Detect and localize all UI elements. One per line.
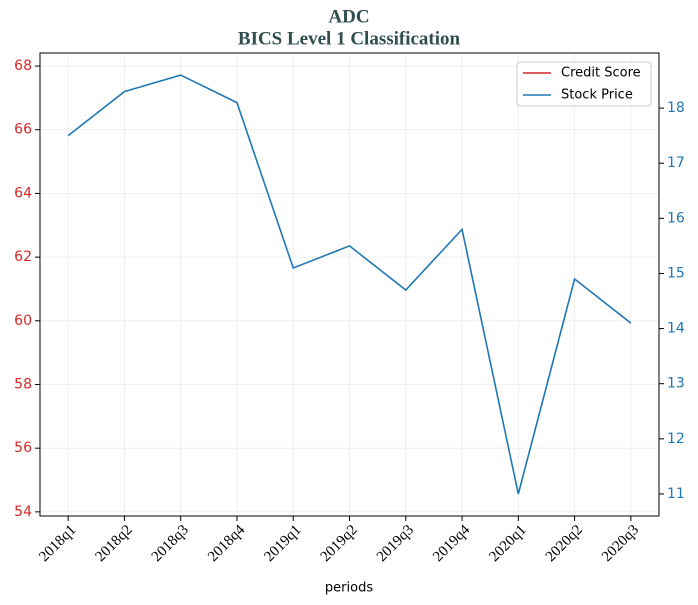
- y2-tick-label: 12: [667, 431, 685, 447]
- x-tick-label: 2018q2: [93, 522, 136, 565]
- legend-label: Credit Score: [561, 66, 641, 81]
- x-tick-label: 2020q2: [543, 522, 586, 565]
- chart-title: ADC: [328, 6, 369, 27]
- legend-label: Stock Price: [561, 88, 633, 103]
- y-tick-label: 62: [14, 249, 32, 265]
- y-tick-label: 56: [14, 440, 32, 456]
- plot-frame: [39, 52, 660, 517]
- x-tick-label: 2020q3: [599, 522, 642, 565]
- y-tick-label: 68: [14, 58, 32, 74]
- y2-tick-label: 18: [667, 100, 685, 116]
- x-tick-label: 2019q2: [318, 522, 361, 565]
- x-tick-label: 2019q3: [374, 522, 417, 565]
- y2-tick-label: 13: [667, 376, 685, 392]
- x-tick-label: 2018q1: [36, 522, 79, 565]
- y-tick-label: 64: [14, 185, 32, 201]
- y2-tick-label: 14: [667, 321, 685, 337]
- series-line: [67, 74, 632, 495]
- x-tick-label: 2020q1: [486, 522, 529, 565]
- chart-subtitle: BICS Level 1 Classification: [238, 28, 461, 49]
- y-tick-label: 66: [14, 122, 32, 138]
- x-tick-label: 2019q4: [430, 522, 473, 565]
- y2-tick-label: 11: [667, 486, 685, 502]
- y2-tick-label: 15: [667, 265, 685, 281]
- x-axis-label: periods: [325, 581, 373, 596]
- y-tick-label: 58: [14, 376, 32, 392]
- y-tick-label: 60: [14, 313, 32, 329]
- x-tick-label: 2018q4: [205, 522, 248, 565]
- y2-tick-label: 16: [667, 210, 685, 226]
- x-tick-label: 2019q1: [261, 522, 304, 565]
- x-tick-label: 2018q3: [149, 522, 192, 565]
- y2-tick-label: 17: [667, 155, 685, 171]
- y-tick-label: 54: [14, 504, 32, 520]
